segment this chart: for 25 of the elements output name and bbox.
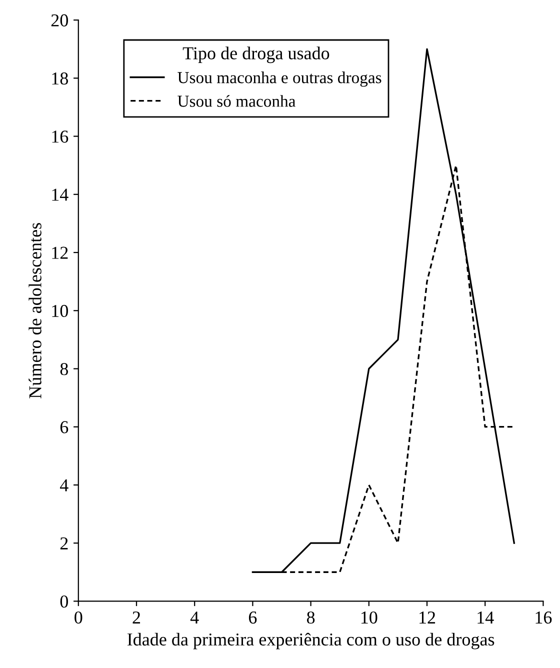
x-tick-label: 10 (361, 611, 378, 624)
x-tick-label: 4 (190, 612, 199, 624)
x-axis-title: Idade da primeira experiência com o uso de drogas (127, 632, 494, 650)
y-tick-label: 20 (51, 14, 68, 26)
legend-label: Usou maconha e outras drogas (178, 72, 382, 87)
y-axis-title: Número de adolescentes (28, 223, 42, 398)
y-tick-label: 6 (60, 421, 68, 434)
x-tick-label: 0 (74, 611, 82, 624)
x-tick-label: 2 (132, 611, 140, 624)
y-tick-label: 10 (52, 304, 68, 318)
x-tick-label: 6 (248, 611, 257, 624)
x-tick-label: 16 (536, 611, 552, 624)
y-tick-label: 18 (52, 72, 68, 85)
y-tick-label: 16 (52, 130, 68, 143)
y-tick-label: 0 (60, 595, 68, 608)
y-tick-label: 14 (52, 188, 68, 201)
legend-label: Usou só maconha (178, 95, 296, 107)
y-tick-label: 2 (60, 537, 68, 550)
legend-title: Tipo de droga usado (182, 46, 330, 64)
y-tick-label: 4 (60, 479, 68, 492)
x-tick-label: 12 (420, 611, 436, 624)
y-tick-label: 8 (60, 362, 68, 376)
x-tick-label: 8 (306, 611, 315, 624)
y-tick-label: 12 (52, 246, 68, 259)
x-tick-label: 14 (478, 612, 494, 624)
